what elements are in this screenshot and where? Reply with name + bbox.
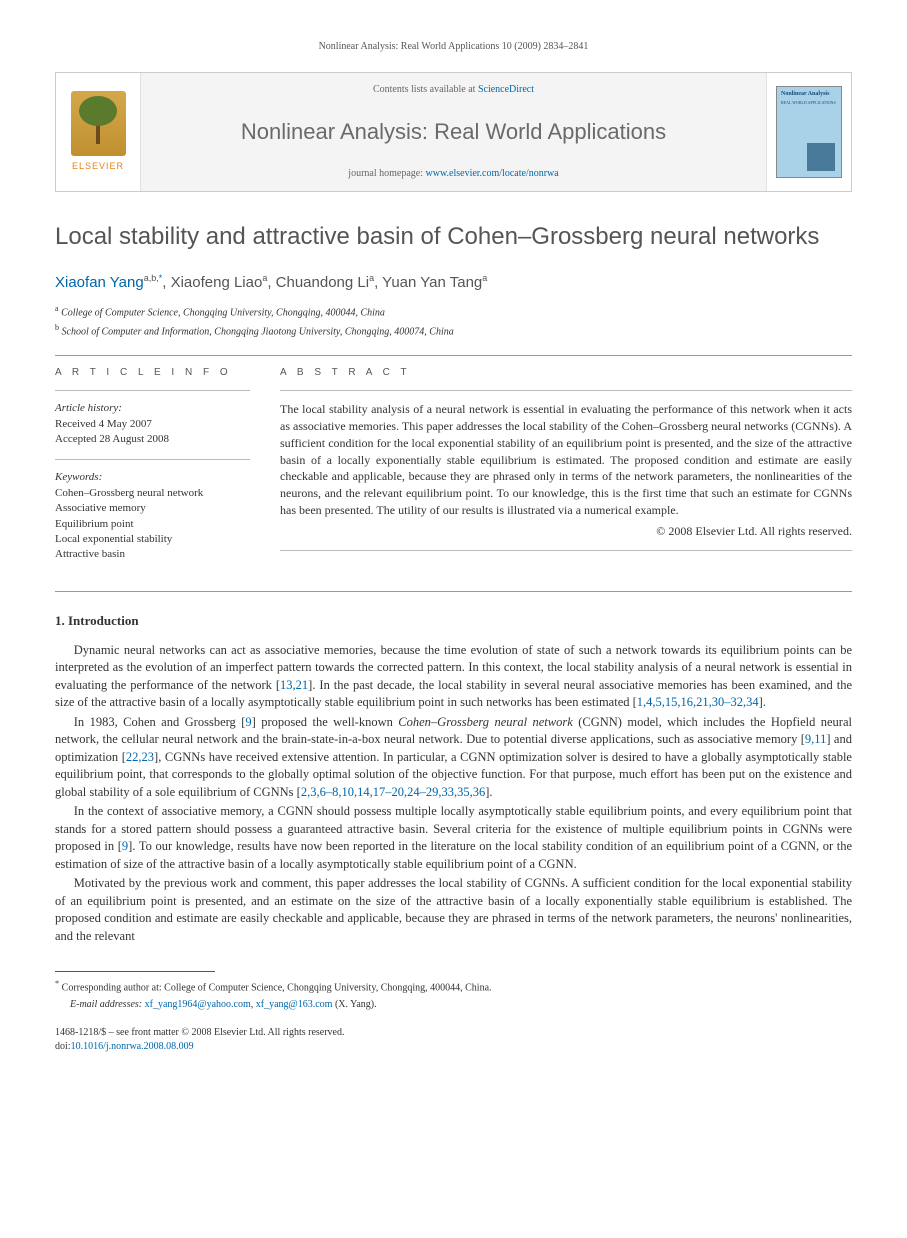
- abstract-divider-top: [280, 390, 852, 391]
- contents-available-line: Contents lists available at ScienceDirec…: [373, 83, 534, 97]
- history-label: Article history:: [55, 401, 250, 416]
- doi-link[interactable]: 10.1016/j.nonrwa.2008.08.009: [71, 1041, 194, 1052]
- ref-link-9-11[interactable]: 9,11: [805, 732, 826, 746]
- keywords-block: Keywords: Cohen–Grossberg neural network…: [55, 470, 250, 562]
- keyword-3: Equilibrium point: [55, 517, 250, 532]
- cover-sub: REAL WORLD APPLICATIONS: [781, 100, 837, 106]
- keyword-4: Local exponential stability: [55, 532, 250, 547]
- affiliation-a: a College of Computer Science, Chongqing…: [55, 303, 852, 320]
- author-link-1[interactable]: Xiaofan Yang: [55, 274, 144, 291]
- keyword-1: Cohen–Grossberg neural network: [55, 486, 250, 501]
- intro-para-1: Dynamic neural networks can act as assoc…: [55, 642, 852, 712]
- bottom-meta: 1468-1218/$ – see front matter © 2008 El…: [55, 1026, 852, 1054]
- keyword-5: Attractive basin: [55, 547, 250, 562]
- accepted-date: Accepted 28 August 2008: [55, 432, 250, 447]
- received-date: Received 4 May 2007: [55, 417, 250, 432]
- header-citation: Nonlinear Analysis: Real World Applicati…: [55, 40, 852, 54]
- p1c: ].: [759, 695, 766, 709]
- ref-link-13-21[interactable]: 13,21: [280, 678, 308, 692]
- issn-line: 1468-1218/$ – see front matter © 2008 El…: [55, 1026, 852, 1040]
- email-link-1[interactable]: xf_yang1964@yahoo.com: [145, 999, 251, 1010]
- info-divider-2: [55, 459, 250, 460]
- elsevier-logo: ELSEVIER: [56, 73, 141, 191]
- keyword-2: Associative memory: [55, 501, 250, 516]
- corresponding-author-note: * Corresponding author at: College of Co…: [55, 978, 852, 995]
- divider-mid: [55, 591, 852, 592]
- intro-para-2: In 1983, Cohen and Grossberg [9] propose…: [55, 714, 852, 802]
- abstract-heading: A B S T R A C T: [280, 366, 852, 380]
- author1-sup: a,b,: [144, 273, 159, 283]
- p3b: ]. To our knowledge, results have now be…: [55, 839, 852, 871]
- elsevier-tree-icon: [71, 91, 126, 156]
- contents-prefix: Contents lists available at: [373, 84, 478, 95]
- author-3: , Chuandong Li: [267, 274, 369, 291]
- journal-title: Nonlinear Analysis: Real World Applicati…: [241, 117, 666, 148]
- ref-link-1-34[interactable]: 1,4,5,15,16,21,30–32,34: [637, 695, 759, 709]
- article-history: Article history: Received 4 May 2007 Acc…: [55, 401, 250, 447]
- authors-line: Xiaofan Yanga,b,*, Xiaofeng Liaoa, Chuan…: [55, 272, 852, 293]
- corr-text: Corresponding author at: College of Comp…: [59, 983, 491, 994]
- homepage-line: journal homepage: www.elsevier.com/locat…: [348, 167, 558, 181]
- doi-line: doi:10.1016/j.nonrwa.2008.08.009: [55, 1040, 852, 1054]
- abstract-text: The local stability analysis of a neural…: [280, 401, 852, 519]
- author4-sup: a: [482, 273, 487, 283]
- email-label: E-mail addresses:: [70, 999, 145, 1010]
- banner-center: Contents lists available at ScienceDirec…: [141, 73, 766, 191]
- email-link-2[interactable]: xf_yang@163.com: [256, 999, 333, 1010]
- homepage-link[interactable]: www.elsevier.com/locate/nonrwa: [426, 168, 559, 179]
- section-1-heading: 1. Introduction: [55, 612, 852, 630]
- elsevier-text: ELSEVIER: [72, 160, 124, 173]
- divider-top: [55, 355, 852, 356]
- ref-link-22-23[interactable]: 22,23: [126, 750, 154, 764]
- article-info-column: A R T I C L E I N F O Article history: R…: [55, 366, 250, 575]
- cover-image-icon: [807, 143, 835, 171]
- intro-para-3: In the context of associative memory, a …: [55, 803, 852, 873]
- p2b: ] proposed the well-known: [252, 715, 399, 729]
- article-info-heading: A R T I C L E I N F O: [55, 366, 250, 380]
- author-2: , Xiaofeng Liao: [162, 274, 262, 291]
- info-divider-1: [55, 390, 250, 391]
- journal-banner: ELSEVIER Contents lists available at Sci…: [55, 72, 852, 192]
- email-footnote: E-mail addresses: xf_yang1964@yahoo.com,…: [55, 998, 852, 1012]
- author-4: , Yuan Yan Tang: [374, 274, 482, 291]
- homepage-prefix: journal homepage:: [348, 168, 425, 179]
- abstract-column: A B S T R A C T The local stability anal…: [280, 366, 852, 575]
- article-title: Local stability and attractive basin of …: [55, 220, 852, 254]
- doi-label: doi:: [55, 1041, 71, 1052]
- affil-a-text: College of Computer Science, Chongqing U…: [59, 307, 385, 318]
- affil-b-text: School of Computer and Information, Chon…: [59, 326, 454, 337]
- email-tail: (X. Yang).: [332, 999, 376, 1010]
- sciencedirect-link[interactable]: ScienceDirect: [478, 84, 534, 95]
- intro-para-4: Motivated by the previous work and comme…: [55, 875, 852, 945]
- cgnn-italic: Cohen–Grossberg neural network: [398, 715, 573, 729]
- p2a: In 1983, Cohen and Grossberg [: [74, 715, 246, 729]
- p2f: ].: [485, 785, 492, 799]
- ref-link-2-36[interactable]: 2,3,6–8,10,14,17–20,24–29,33,35,36: [301, 785, 485, 799]
- affiliation-b: b School of Computer and Information, Ch…: [55, 322, 852, 339]
- keywords-label: Keywords:: [55, 470, 250, 485]
- cover-title: Nonlinear Analysis: [781, 91, 837, 98]
- abstract-divider-bottom: [280, 550, 852, 551]
- abstract-copyright: © 2008 Elsevier Ltd. All rights reserved…: [280, 523, 852, 540]
- cover-box: Nonlinear Analysis REAL WORLD APPLICATIO…: [776, 86, 842, 178]
- footnote-rule: [55, 971, 215, 972]
- journal-cover-thumb: Nonlinear Analysis REAL WORLD APPLICATIO…: [766, 73, 851, 191]
